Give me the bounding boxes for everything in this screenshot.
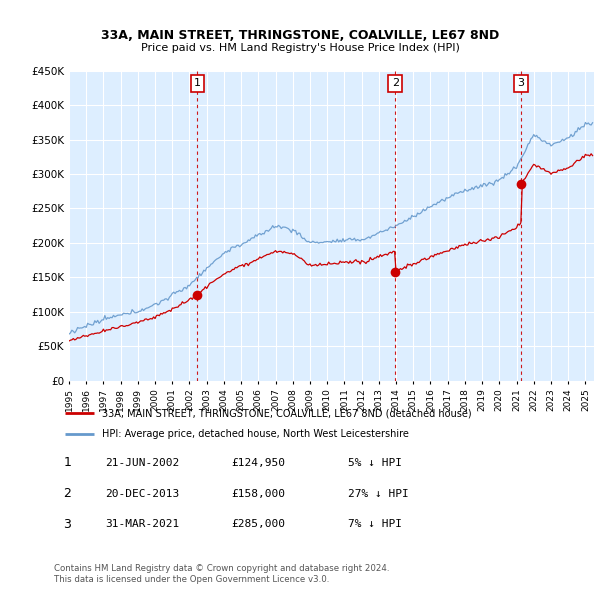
Text: 33A, MAIN STREET, THRINGSTONE, COALVILLE, LE67 8ND: 33A, MAIN STREET, THRINGSTONE, COALVILLE… bbox=[101, 29, 499, 42]
Text: 7% ↓ HPI: 7% ↓ HPI bbox=[348, 519, 402, 529]
Text: 1: 1 bbox=[194, 78, 201, 88]
Text: 1: 1 bbox=[64, 457, 71, 470]
Text: 21-JUN-2002: 21-JUN-2002 bbox=[105, 458, 179, 468]
Text: £124,950: £124,950 bbox=[231, 458, 285, 468]
Text: 3: 3 bbox=[517, 78, 524, 88]
Text: Contains HM Land Registry data © Crown copyright and database right 2024.: Contains HM Land Registry data © Crown c… bbox=[54, 565, 389, 573]
Text: £285,000: £285,000 bbox=[231, 519, 285, 529]
Text: 2: 2 bbox=[64, 487, 71, 500]
Text: This data is licensed under the Open Government Licence v3.0.: This data is licensed under the Open Gov… bbox=[54, 575, 329, 584]
Text: 20-DEC-2013: 20-DEC-2013 bbox=[105, 489, 179, 499]
Text: Price paid vs. HM Land Registry's House Price Index (HPI): Price paid vs. HM Land Registry's House … bbox=[140, 44, 460, 53]
Text: HPI: Average price, detached house, North West Leicestershire: HPI: Average price, detached house, Nort… bbox=[101, 428, 409, 438]
Text: 27% ↓ HPI: 27% ↓ HPI bbox=[348, 489, 409, 499]
Text: 3: 3 bbox=[64, 518, 71, 531]
Text: 2: 2 bbox=[392, 78, 399, 88]
Text: 31-MAR-2021: 31-MAR-2021 bbox=[105, 519, 179, 529]
Text: £158,000: £158,000 bbox=[231, 489, 285, 499]
Text: 5% ↓ HPI: 5% ↓ HPI bbox=[348, 458, 402, 468]
Text: 33A, MAIN STREET, THRINGSTONE, COALVILLE, LE67 8ND (detached house): 33A, MAIN STREET, THRINGSTONE, COALVILLE… bbox=[101, 408, 471, 418]
